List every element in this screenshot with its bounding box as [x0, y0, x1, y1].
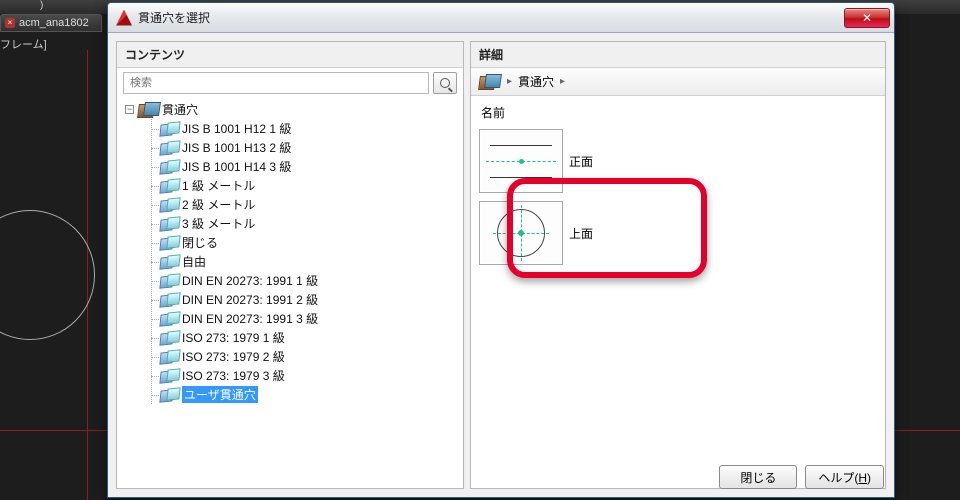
- tree-item[interactable]: 自由: [152, 252, 459, 271]
- tree-item[interactable]: 2 級 メートル: [152, 195, 459, 214]
- part-icon: [160, 236, 178, 250]
- contents-header: コンテンツ: [117, 42, 463, 68]
- library-icon: [138, 102, 158, 118]
- bg-menu-item: ): [40, 0, 43, 14]
- tree-item[interactable]: ISO 273: 1979 3 級: [152, 366, 459, 385]
- tree-item[interactable]: DIN EN 20273: 1991 2 級: [152, 290, 459, 309]
- tree-item-label: DIN EN 20273: 1991 3 級: [182, 310, 318, 327]
- dialog-button-row: 閉じる ヘルプ(H): [719, 465, 884, 489]
- tree-root[interactable]: − 貫通穴: [121, 100, 459, 119]
- help-button-key: H: [858, 471, 867, 485]
- part-icon: [160, 274, 178, 288]
- tree-item-label: ISO 273: 1979 2 級: [182, 348, 285, 365]
- part-icon: [160, 350, 178, 364]
- tree-item-label: ユーザ貫通穴: [182, 386, 258, 403]
- tree-item[interactable]: JIS B 1001 H14 3 級: [152, 157, 459, 176]
- part-icon: [160, 312, 178, 326]
- part-icon: [160, 160, 178, 174]
- thumb-row-top: 上面: [479, 201, 877, 265]
- details-panel: 詳細 ▸ 貫通穴 ▸ 名前 正面: [470, 41, 886, 489]
- breadcrumb-item[interactable]: 貫通穴: [518, 73, 554, 90]
- breadcrumb[interactable]: ▸ 貫通穴 ▸: [471, 68, 885, 96]
- chevron-right-icon: ▸: [560, 76, 565, 87]
- document-tab[interactable]: × acm_ana1802: [0, 14, 102, 32]
- tree-item-label: 2 級 メートル: [182, 196, 255, 213]
- dialog-body: コンテンツ − 貫通穴 JIS B 1001 H12 1 級 JIS B 1001…: [108, 33, 894, 497]
- dialog-close-button[interactable]: ✕: [844, 8, 890, 28]
- tab-label: acm_ana1802: [19, 17, 89, 29]
- search-input[interactable]: [123, 72, 429, 94]
- thumb-front-label: 正面: [569, 153, 593, 170]
- part-icon: [160, 122, 178, 136]
- details-header: 詳細: [471, 42, 885, 68]
- part-icon: [160, 217, 178, 231]
- help-button[interactable]: ヘルプ(H): [805, 465, 884, 489]
- detail-area: 名前 正面 上面: [471, 96, 885, 488]
- part-icon: [160, 388, 178, 402]
- thumb-front-view[interactable]: [479, 129, 563, 193]
- close-button[interactable]: 閉じる: [719, 465, 797, 489]
- part-icon: [160, 255, 178, 269]
- frame-label: フレーム]: [0, 36, 47, 52]
- tree-root-label: 貫通穴: [162, 101, 198, 118]
- name-column-header: 名前: [479, 100, 877, 129]
- library-icon: [479, 74, 501, 90]
- tree-item-label: ISO 273: 1979 3 級: [182, 367, 285, 384]
- cad-arc: [0, 210, 95, 340]
- search-button[interactable]: [433, 72, 457, 94]
- tree-item[interactable]: 閉じる: [152, 233, 459, 252]
- part-icon: [160, 141, 178, 155]
- tree-item-label: JIS B 1001 H14 3 級: [182, 158, 291, 175]
- front-view-graphic: [486, 141, 556, 181]
- tree-item[interactable]: ユーザ貫通穴: [152, 385, 459, 404]
- help-button-label: ヘルプ(: [818, 471, 858, 485]
- tree-item[interactable]: ISO 273: 1979 1 級: [152, 328, 459, 347]
- tree-item[interactable]: 3 級 メートル: [152, 214, 459, 233]
- part-icon: [160, 293, 178, 307]
- contents-tree[interactable]: − 貫通穴 JIS B 1001 H12 1 級 JIS B 1001 H13 2…: [117, 98, 463, 488]
- tree-item-label: JIS B 1001 H12 1 級: [182, 120, 291, 137]
- tree-item[interactable]: DIN EN 20273: 1991 3 級: [152, 309, 459, 328]
- tree-item-label: ISO 273: 1979 1 級: [182, 329, 285, 346]
- tree-item[interactable]: 1 級 メートル: [152, 176, 459, 195]
- dialog-title: 貫通穴を選択: [138, 9, 210, 26]
- tree-item[interactable]: JIS B 1001 H13 2 級: [152, 138, 459, 157]
- part-icon: [160, 179, 178, 193]
- tree-item-label: 自由: [182, 253, 206, 270]
- help-button-tail: ): [867, 471, 871, 485]
- tree-item-label: 閉じる: [182, 234, 218, 251]
- search-icon: [440, 78, 450, 88]
- tree-item[interactable]: ISO 273: 1979 2 級: [152, 347, 459, 366]
- tree-item-label: JIS B 1001 H13 2 級: [182, 139, 291, 156]
- contents-panel: コンテンツ − 貫通穴 JIS B 1001 H12 1 級 JIS B 1001…: [116, 41, 464, 489]
- chevron-right-icon: ▸: [507, 76, 512, 87]
- thumb-top-view[interactable]: [479, 201, 563, 265]
- part-icon: [160, 331, 178, 345]
- tree-item[interactable]: JIS B 1001 H12 1 級: [152, 119, 459, 138]
- search-row: [117, 68, 463, 98]
- part-icon: [160, 369, 178, 383]
- dialog-titlebar[interactable]: 貫通穴を選択 ✕: [108, 3, 894, 33]
- tree-item-label: DIN EN 20273: 1991 2 級: [182, 291, 318, 308]
- tab-close-icon[interactable]: ×: [5, 18, 15, 28]
- tree-item-label: 3 級 メートル: [182, 215, 255, 232]
- tree-item-label: DIN EN 20273: 1991 1 級: [182, 272, 318, 289]
- top-view-graphic: [491, 203, 551, 263]
- tree-item-label: 1 級 メートル: [182, 177, 255, 194]
- part-icon: [160, 198, 178, 212]
- thumb-row-front: 正面: [479, 129, 877, 193]
- tree-item[interactable]: DIN EN 20273: 1991 1 級: [152, 271, 459, 290]
- select-through-hole-dialog: 貫通穴を選択 ✕ コンテンツ − 貫通穴 JIS B 1001 H12 1 級 J…: [107, 2, 895, 498]
- thumb-top-label: 上面: [569, 225, 593, 242]
- autodesk-icon: [116, 10, 132, 26]
- expand-toggle[interactable]: −: [125, 105, 134, 114]
